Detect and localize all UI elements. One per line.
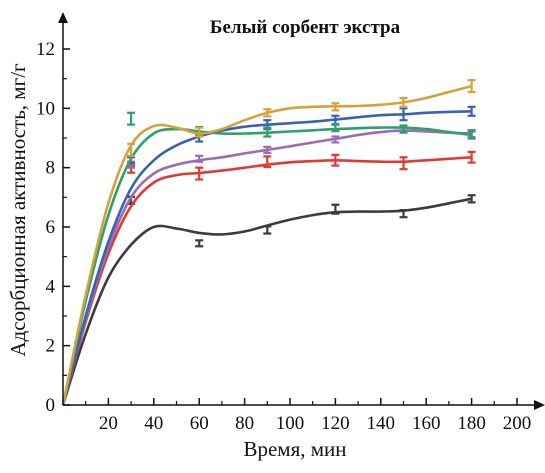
series-2	[61, 150, 476, 406]
x-axis-ticks: 20 40 60 80 100 120 140 160 180 200	[85, 398, 532, 434]
series-5	[61, 111, 476, 406]
y-tick-label: 6	[46, 217, 56, 238]
error-bar	[467, 105, 476, 117]
error-bar	[399, 96, 408, 108]
y-tick-label: 0	[46, 395, 56, 416]
y-axis-arrow	[58, 12, 68, 23]
y-tick-label: 2	[46, 336, 56, 357]
y-tick-label: 8	[46, 158, 56, 179]
x-tick-label: 60	[190, 413, 209, 434]
x-tick-label: 20	[99, 413, 118, 434]
error-bar	[263, 108, 272, 118]
error-bar	[331, 135, 340, 144]
x-tick-label: 120	[321, 413, 350, 434]
error-bar	[127, 111, 136, 126]
x-tick-label: 160	[412, 413, 441, 434]
x-tick-label: 200	[503, 413, 532, 434]
error-bar	[263, 225, 272, 235]
x-axis-arrow	[534, 400, 545, 410]
error-bar	[467, 130, 476, 140]
error-bar	[467, 79, 476, 94]
x-tick-label: 40	[144, 413, 163, 434]
series-1	[61, 194, 476, 406]
y-tick-label: 4	[46, 276, 56, 297]
error-bar	[195, 126, 204, 138]
series-layer	[61, 79, 476, 406]
error-bar	[467, 150, 476, 164]
error-bar	[467, 194, 476, 204]
x-tick-label: 140	[367, 413, 396, 434]
x-axis-label: Время, мин	[243, 437, 346, 461]
y-tick-label: 10	[36, 98, 55, 119]
error-bar	[263, 155, 272, 169]
error-bar	[195, 239, 204, 248]
series-4	[61, 105, 476, 406]
error-bar	[399, 208, 408, 219]
plot-area: 20 40 60 80 100 120 140 160 180 200 0 2 4 6 8 10 12	[36, 12, 545, 434]
error-bar	[399, 124, 408, 134]
y-tick-label: 12	[36, 39, 55, 60]
error-bar	[127, 142, 136, 157]
x-tick-label: 80	[235, 413, 254, 434]
error-bar	[263, 145, 272, 154]
series-6	[61, 79, 476, 406]
series-line	[61, 156, 472, 406]
error-bar	[399, 107, 408, 122]
y-axis-ticks: 0 2 4 6 8 10 12	[36, 39, 70, 416]
error-bar	[399, 156, 408, 171]
x-tick-label: 100	[276, 413, 305, 434]
chart-title: Белый сорбент экстра	[210, 17, 401, 38]
error-bar	[331, 203, 340, 215]
error-bar	[331, 153, 340, 167]
error-bar	[331, 102, 340, 112]
error-bar	[331, 122, 340, 133]
error-bar	[263, 126, 272, 138]
error-bar	[195, 154, 204, 163]
y-axis-label: Адсорбционная активность, мг/г	[6, 63, 30, 357]
error-bar	[195, 166, 204, 181]
series-line	[61, 126, 472, 406]
x-tick-label: 180	[457, 413, 486, 434]
